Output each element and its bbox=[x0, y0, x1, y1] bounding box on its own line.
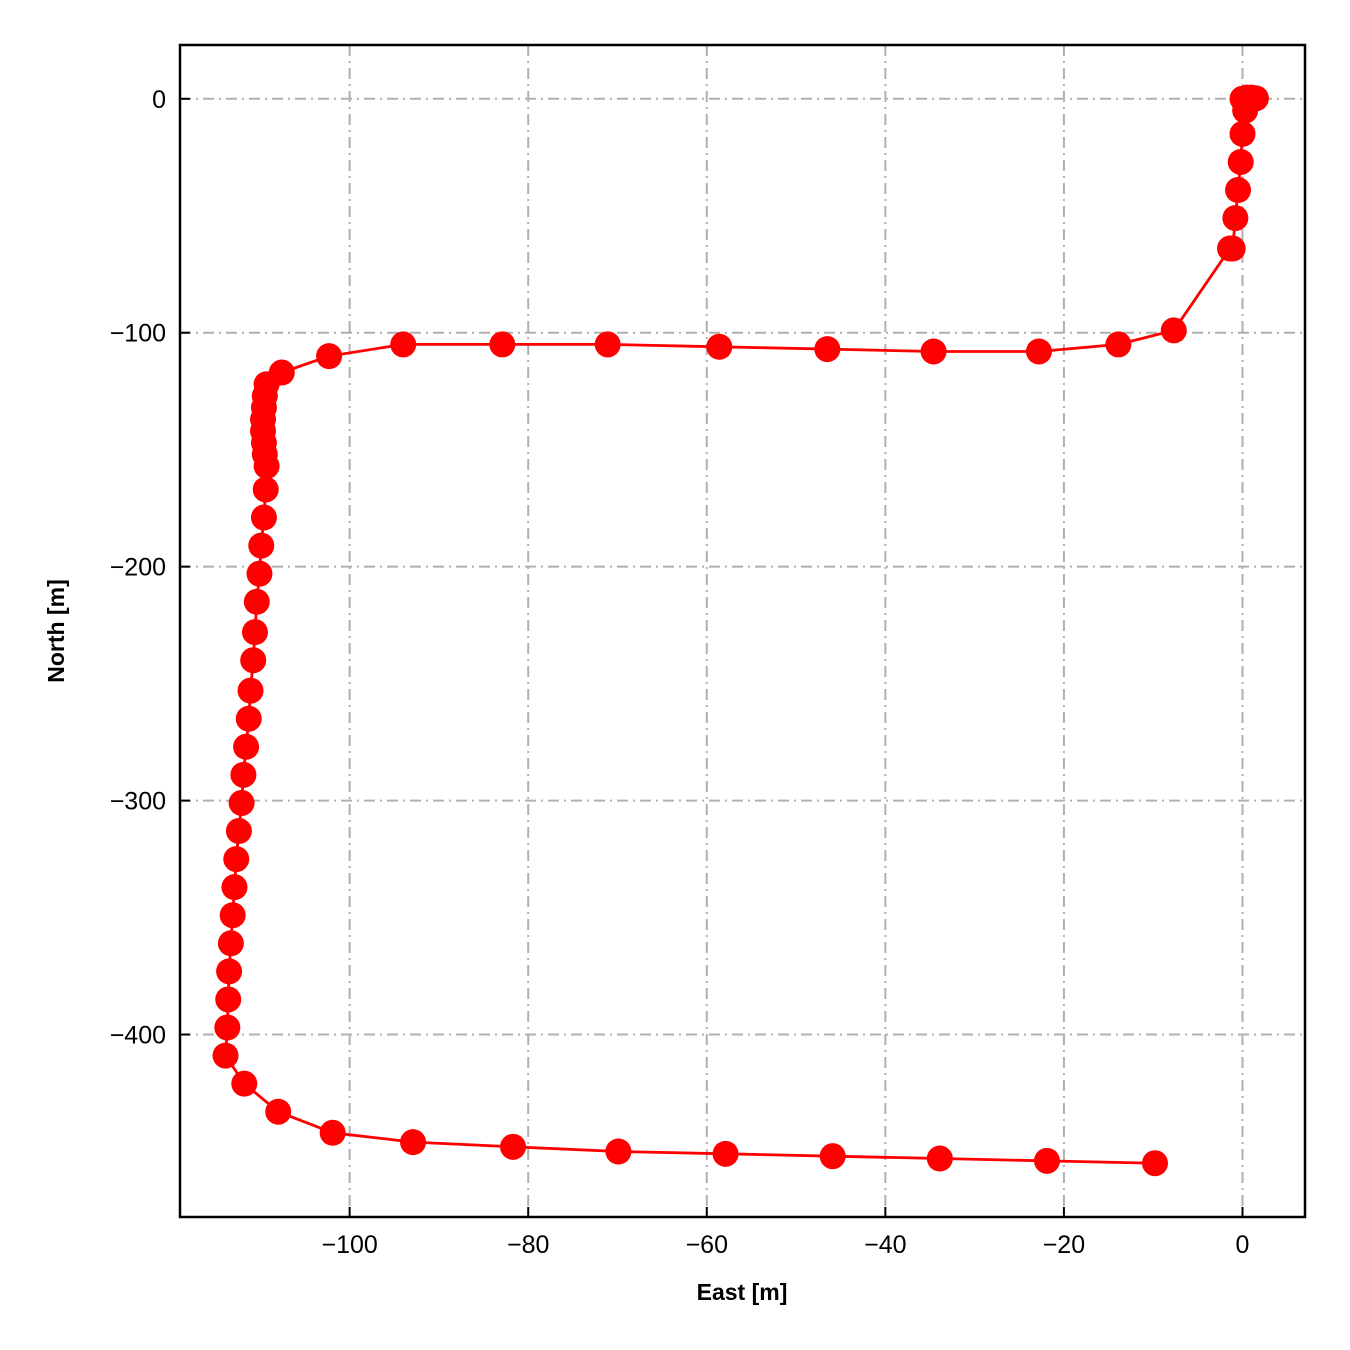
trajectory-point bbox=[1160, 317, 1187, 344]
x-tick-label-2: −60 bbox=[686, 1231, 728, 1259]
y-tick-label-1: −100 bbox=[110, 320, 166, 348]
trajectory-line-layer bbox=[224, 96, 1258, 1165]
trajectory-point bbox=[242, 619, 268, 646]
trajectory-point bbox=[319, 1119, 346, 1146]
trajectory-point bbox=[252, 476, 279, 503]
x-tick-label-5: 0 bbox=[1236, 1231, 1250, 1259]
trajectory-point bbox=[248, 532, 275, 559]
plot-frame bbox=[178, 43, 1307, 1219]
y-tick-label-2: −200 bbox=[110, 554, 166, 582]
trajectory-point bbox=[265, 1098, 292, 1125]
trajectory-point bbox=[250, 504, 277, 531]
grid-lines bbox=[180, 45, 1305, 1217]
trajectory-point bbox=[243, 588, 270, 615]
trajectory-point bbox=[1105, 331, 1132, 358]
trajectory-point bbox=[605, 1138, 632, 1165]
trajectory-point bbox=[246, 560, 273, 587]
trajectory-point bbox=[489, 331, 516, 358]
trajectory-line bbox=[224, 96, 1258, 1165]
y-tick-label-4: −400 bbox=[110, 1022, 166, 1050]
trajectory-point bbox=[712, 1140, 739, 1167]
trajectory-point bbox=[1222, 205, 1249, 232]
x-axis-label: East [m] bbox=[697, 1279, 788, 1305]
trajectory-point bbox=[926, 1145, 953, 1172]
y-tick-label-0: 0 bbox=[152, 86, 166, 114]
trajectory-point bbox=[214, 1014, 241, 1041]
trajectory-point bbox=[253, 453, 280, 480]
x-tick-label-3: −40 bbox=[864, 1231, 906, 1259]
trajectory-point bbox=[814, 336, 841, 363]
trajectory-point bbox=[1025, 338, 1052, 365]
trajectory-point bbox=[231, 1070, 258, 1097]
y-tick-label-3: −300 bbox=[110, 788, 166, 816]
trajectory-point bbox=[237, 677, 264, 704]
trajectory-point bbox=[215, 986, 242, 1013]
trajectory-point bbox=[235, 705, 262, 732]
trajectory-point bbox=[819, 1143, 846, 1170]
x-tick-labels: −100 −80 −60 −40 −20 0 bbox=[321, 1231, 1249, 1259]
trajectory-point bbox=[390, 331, 417, 358]
x-tick-label-4: −20 bbox=[1043, 1231, 1085, 1259]
trajectory-point bbox=[228, 789, 255, 816]
trajectory-point bbox=[219, 902, 246, 929]
trajectory-point bbox=[216, 958, 243, 985]
trajectory-point bbox=[706, 333, 733, 360]
trajectory-point bbox=[1033, 1147, 1060, 1174]
y-tick-labels: 0 −100 −200 −300 −400 bbox=[110, 86, 166, 1050]
trajectory-point bbox=[217, 930, 244, 957]
trajectory-point bbox=[1225, 177, 1252, 204]
trajectory-point bbox=[316, 343, 343, 370]
trajectory-points-layer bbox=[212, 84, 1269, 1177]
trajectory-point bbox=[233, 733, 260, 760]
trajectory-point bbox=[1229, 120, 1256, 147]
trajectory-point bbox=[1142, 1150, 1168, 1177]
trajectory-point bbox=[1227, 148, 1254, 175]
axis-ticks bbox=[180, 97, 1244, 1217]
trajectory-point bbox=[240, 647, 267, 674]
trajectory-point bbox=[225, 818, 252, 845]
trajectory-point bbox=[400, 1129, 427, 1156]
trajectory-point bbox=[920, 338, 947, 365]
x-tick-label-0: −100 bbox=[321, 1231, 377, 1259]
y-axis-label: North [m] bbox=[43, 579, 69, 682]
trajectory-point bbox=[1217, 235, 1243, 262]
trajectory-point bbox=[1232, 97, 1259, 124]
x-tick-label-1: −80 bbox=[507, 1231, 549, 1259]
trajectory-point bbox=[221, 874, 248, 901]
trajectory-point bbox=[594, 331, 621, 358]
trajectory-point bbox=[223, 846, 250, 873]
trajectory-point bbox=[230, 761, 257, 788]
trajectory-point bbox=[212, 1042, 239, 1069]
trajectory-point bbox=[500, 1133, 527, 1160]
